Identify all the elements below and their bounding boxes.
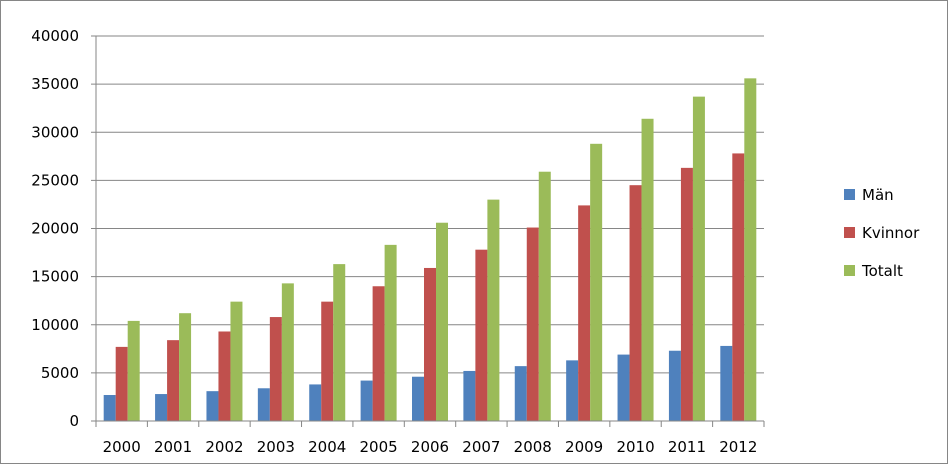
y-tick-label: 35000: [31, 75, 79, 93]
bar-kvinnor-2002: [218, 331, 231, 421]
bar-kvinnor-2006: [424, 267, 436, 421]
bar-kvinnor-2000: [115, 346, 128, 421]
y-tick-label: 25000: [31, 171, 79, 189]
legend-swatch: [844, 265, 855, 276]
bar-m-n-2006: [412, 376, 424, 421]
bar-totalt-2000: [127, 320, 140, 421]
bar-kvinnor-2010: [629, 185, 642, 421]
legend-label: Kvinnor: [862, 224, 920, 242]
bar-totalt-2010: [641, 118, 654, 422]
bar-totalt-2008: [538, 171, 551, 421]
bar-kvinnor-2003: [269, 317, 282, 421]
bar-totalt-2002: [230, 301, 243, 421]
legend-label: Män: [862, 186, 894, 204]
x-tick-label: 2011: [668, 438, 706, 456]
bar-kvinnor-2004: [321, 301, 334, 421]
legend-label: Totalt: [861, 262, 903, 280]
bar-m-n-2011: [668, 350, 681, 421]
bar-m-n-2005: [360, 380, 373, 421]
x-tick-label: 2006: [411, 438, 449, 456]
bar-totalt-2007: [487, 199, 500, 421]
bars: [103, 78, 757, 422]
bar-totalt-2009: [590, 143, 603, 422]
bar-totalt-2001: [179, 313, 192, 421]
bar-kvinnor-2009: [578, 205, 591, 421]
x-tick-label: 2000: [103, 438, 141, 456]
bar-m-n-2003: [257, 388, 270, 421]
y-axis-tick-labels: 0 5000 10000 15000 20000 25000 30000 35000 40000: [31, 27, 79, 430]
bar-totalt-2005: [384, 244, 397, 421]
y-tick-label: 40000: [31, 27, 79, 45]
x-axis-tick-labels: 2000 2001 2002 2003 2004 2005 2006 2007 2008 2009…: [103, 438, 758, 456]
bar-m-n-2009: [566, 360, 579, 421]
bar-m-n-2000: [103, 395, 116, 421]
x-tick-label: 2002: [205, 438, 243, 456]
bar-kvinnor-2007: [475, 249, 488, 421]
bar-kvinnor-2001: [167, 340, 180, 421]
bar-totalt-2004: [333, 264, 346, 421]
y-tick-label: 20000: [31, 220, 79, 238]
x-tick-label: 2009: [565, 438, 603, 456]
x-tick-label: 2001: [154, 438, 192, 456]
legend-swatch: [844, 189, 855, 200]
bar-kvinnor-2011: [680, 167, 693, 421]
bar-totalt-2006: [436, 222, 448, 421]
bar-kvinnor-2008: [526, 227, 539, 421]
bar-kvinnor-2012: [732, 153, 745, 422]
y-tick-label: 15000: [31, 268, 79, 286]
bar-m-n-2002: [206, 391, 219, 421]
bar-m-n-2008: [514, 366, 527, 421]
y-tick-label: 30000: [31, 123, 79, 141]
bar-m-n-2001: [155, 394, 168, 421]
bar-totalt-2012: [744, 78, 757, 421]
x-tick-label: 2004: [308, 438, 346, 456]
x-tick-label: 2003: [257, 438, 295, 456]
bar-m-n-2010: [617, 354, 630, 421]
axes: [91, 35, 765, 427]
y-tick-label: 5000: [41, 364, 79, 382]
x-tick-label: 2005: [360, 438, 398, 456]
x-tick-label: 2010: [616, 438, 654, 456]
y-tick-label: 0: [69, 412, 79, 430]
x-tick-label: 2008: [514, 438, 552, 456]
x-tick-label: 2012: [719, 438, 757, 456]
bar-m-n-2004: [309, 384, 322, 421]
bar-totalt-2011: [692, 96, 705, 421]
bar-m-n-2007: [463, 370, 476, 421]
bar-m-n-2012: [720, 345, 733, 421]
bar-totalt-2003: [281, 283, 294, 421]
legend-swatch: [844, 227, 855, 238]
legend: Män Kvinnor Totalt: [844, 186, 920, 280]
y-tick-label: 10000: [31, 316, 79, 334]
bar-kvinnor-2005: [372, 286, 385, 421]
x-tick-label: 2007: [462, 438, 500, 456]
